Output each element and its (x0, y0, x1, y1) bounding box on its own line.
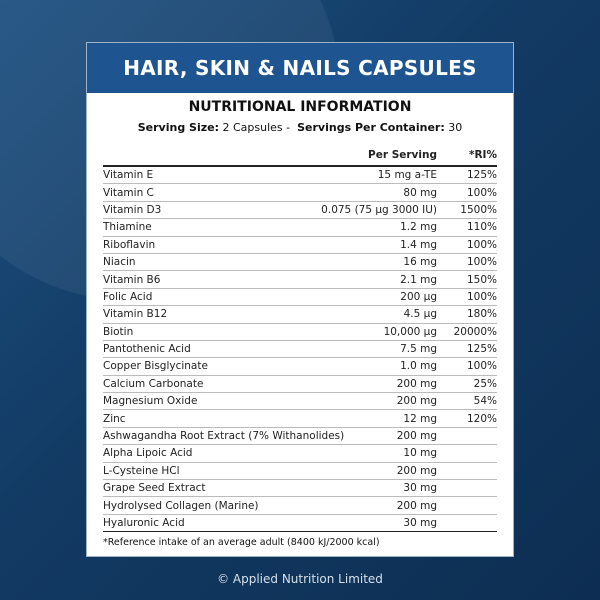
nutrition-table: Per Serving *RI% Vitamin E 15 mg a-TE 125%… (103, 148, 497, 533)
table-row: Niacin 16 mg 100% (103, 253, 497, 272)
amount-per-serving: 200 mg (317, 462, 437, 481)
column-nutrient (103, 148, 317, 167)
amount-per-serving: 10 mg (317, 444, 437, 463)
table-row: Grape Seed Extract 30 mg (103, 479, 497, 498)
nutrient-name: Vitamin C (103, 183, 317, 202)
serving-size-value: 2 Capsules - (222, 121, 291, 134)
table-row: Riboflavin 1.4 mg 100% (103, 236, 497, 254)
table-row: Ashwagandha Root Extract (7% Withanolide… (103, 427, 497, 446)
ri-percent: 54% (437, 392, 497, 411)
amount-per-serving: 200 mg (317, 496, 437, 515)
ri-percent: 100% (437, 357, 497, 376)
amount-per-serving: 80 mg (317, 183, 437, 202)
amount-per-serving: 200 mg (317, 392, 437, 411)
amount-per-serving: 0.075 (75 µg 3000 IU) (317, 201, 437, 220)
ri-percent (437, 496, 497, 515)
copyright: © Applied Nutrition Limited (217, 572, 383, 586)
amount-per-serving: 4.5 µg (317, 305, 437, 324)
amount-per-serving: 15 mg a-TE (317, 166, 437, 185)
nutrient-name: Biotin (103, 323, 317, 341)
amount-per-serving: 1.2 mg (317, 218, 437, 237)
ri-percent (437, 444, 497, 463)
table-row: Hydrolysed Collagen (Marine) 200 mg (103, 496, 497, 515)
amount-per-serving: 1.4 mg (317, 236, 437, 254)
nutrient-name: Hyaluronic Acid (103, 514, 317, 533)
ri-percent: 125% (437, 166, 497, 185)
serving-info: Serving Size: 2 Capsules - Servings Per … (87, 121, 513, 134)
table-row: Calcium Carbonate 200 mg 25% (103, 375, 497, 394)
amount-per-serving: 16 mg (317, 253, 437, 272)
nutrient-name: Zinc (103, 409, 317, 428)
table-row: Biotin 10,000 µg 20000% (103, 323, 497, 341)
amount-per-serving: 2.1 mg (317, 270, 437, 289)
ri-percent: 150% (437, 270, 497, 289)
section-title: NUTRITIONAL INFORMATION (188, 99, 412, 115)
serving-size-label: Serving Size: (137, 121, 219, 134)
nutrient-name: Magnesium Oxide (103, 392, 317, 411)
amount-per-serving: 200 µg (317, 288, 437, 307)
nutrient-name: Grape Seed Extract (103, 479, 317, 498)
table-header: Per Serving *RI% (103, 148, 497, 167)
column-per-serving: Per Serving (317, 148, 437, 167)
table-row: Vitamin E 15 mg a-TE 125% (103, 166, 497, 185)
nutrient-name: Pantothenic Acid (103, 340, 317, 359)
table-row: Alpha Lipoic Acid 10 mg (103, 444, 497, 463)
nutrient-name: L-Cysteine HCl (103, 462, 317, 481)
amount-per-serving: 12 mg (317, 409, 437, 428)
nutrient-name: Calcium Carbonate (103, 375, 317, 394)
ri-percent: 180% (437, 305, 497, 324)
table-row: Vitamin C 80 mg 100% (103, 183, 497, 202)
table-row: Vitamin D3 0.075 (75 µg 3000 IU) 1500% (103, 201, 497, 220)
table-row: L-Cysteine HCl 200 mg (103, 462, 497, 481)
amount-per-serving: 10,000 µg (317, 323, 437, 341)
nutrient-name: Niacin (103, 253, 317, 272)
ri-percent: 100% (437, 288, 497, 307)
amount-per-serving: 1.0 mg (317, 357, 437, 376)
ri-percent (437, 427, 497, 446)
amount-per-serving: 200 mg (317, 427, 437, 446)
ri-percent: 100% (437, 183, 497, 202)
nutrient-name: Riboflavin (103, 236, 317, 254)
table-row: Zinc 12 mg 120% (103, 409, 497, 428)
servings-per-container-label: Servings Per Container: (297, 121, 445, 134)
nutrient-name: Alpha Lipoic Acid (103, 444, 317, 463)
amount-per-serving: 7.5 mg (317, 340, 437, 359)
ri-percent: 120% (437, 409, 497, 428)
nutrient-name: Hydrolysed Collagen (Marine) (103, 496, 317, 515)
nutrition-label: HAIR, SKIN & NAILS CAPSULES NUTRITIONAL … (86, 42, 514, 557)
nutrient-name: Folic Acid (103, 288, 317, 307)
ri-percent: 25% (437, 375, 497, 394)
amount-per-serving: 200 mg (317, 375, 437, 394)
nutrient-name: Copper Bisglycinate (103, 357, 317, 376)
table-row: Copper Bisglycinate 1.0 mg 100% (103, 357, 497, 376)
table-row: Vitamin B12 4.5 µg 180% (103, 305, 497, 324)
table-row: Thiamine 1.2 mg 110% (103, 218, 497, 237)
nutrient-name: Thiamine (103, 218, 317, 237)
amount-per-serving: 30 mg (317, 514, 437, 533)
footnote: *Reference intake of an average adult (8… (103, 537, 380, 548)
servings-per-container-value: 30 (448, 121, 463, 134)
ri-percent (437, 462, 497, 481)
ri-percent: 20000% (437, 323, 497, 341)
product-title: HAIR, SKIN & NAILS CAPSULES (87, 43, 513, 93)
table-row: Magnesium Oxide 200 mg 54% (103, 392, 497, 411)
table-row: Vitamin B6 2.1 mg 150% (103, 270, 497, 289)
nutrient-name: Ashwagandha Root Extract (7% Withanolide… (103, 427, 344, 446)
ri-percent: 1500% (437, 201, 497, 220)
nutrient-name: Vitamin E (103, 166, 317, 185)
amount-per-serving: 30 mg (317, 479, 437, 498)
table-row: Pantothenic Acid 7.5 mg 125% (103, 340, 497, 359)
ri-percent: 100% (437, 253, 497, 272)
nutrient-name: Vitamin B12 (103, 305, 317, 324)
ri-percent: 110% (437, 218, 497, 237)
column-ri: *RI% (437, 148, 497, 167)
table-row: Hyaluronic Acid 30 mg (103, 514, 497, 533)
ri-percent: 100% (437, 236, 497, 254)
ri-percent (437, 479, 497, 498)
ri-percent (437, 514, 497, 533)
nutrient-name: Vitamin D3 (103, 201, 317, 220)
nutrient-name: Vitamin B6 (103, 270, 317, 289)
table-row: Folic Acid 200 µg 100% (103, 288, 497, 307)
ri-percent: 125% (437, 340, 497, 359)
